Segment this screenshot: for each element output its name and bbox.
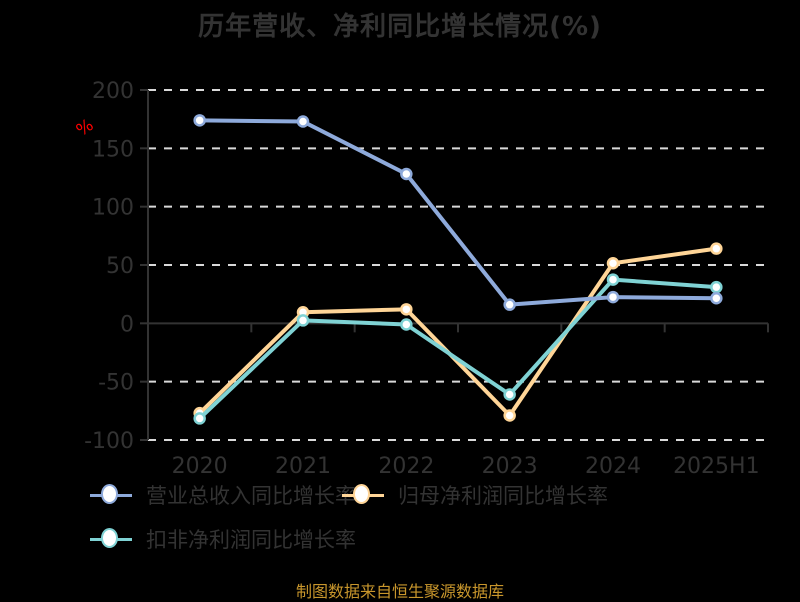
- data-point: [606, 290, 620, 304]
- y-tick-label: -100: [84, 429, 134, 454]
- data-point: [606, 273, 620, 286]
- y-tick-label: 150: [92, 137, 134, 162]
- legend-marker-icon: [342, 484, 384, 506]
- x-tick-label: 2024: [585, 454, 641, 479]
- legend-marker-icon: [90, 484, 132, 506]
- legend-item-deducted-net-profit[interactable]: 扣非净利润同比增长率: [90, 524, 356, 554]
- data-point: [503, 409, 516, 422]
- x-tick-label: 2021: [275, 454, 331, 479]
- data-point: [400, 167, 413, 181]
- y-tick-label: 50: [106, 254, 134, 279]
- data-point: [400, 303, 413, 316]
- legend-marker-icon: [90, 528, 132, 550]
- y-tick-label: 200: [92, 79, 134, 104]
- x-tick-label: 2022: [378, 454, 434, 479]
- series-line: [198, 246, 717, 418]
- x-tick-label: 2023: [482, 454, 538, 479]
- x-tick-label: 2025H1: [673, 454, 760, 479]
- y-tick-label: 0: [120, 312, 134, 337]
- legend-label: 营业总收入同比增长率: [146, 484, 356, 508]
- data-point: [296, 115, 310, 128]
- data-point: [503, 298, 516, 311]
- legend-item-net-profit[interactable]: 归母净利润同比增长率: [342, 480, 608, 510]
- y-tick-label: 100: [92, 196, 134, 221]
- data-point: [710, 280, 723, 294]
- series-line: [199, 118, 717, 307]
- legend-label: 归母净利润同比增长率: [398, 484, 608, 508]
- data-point: [400, 318, 413, 331]
- legend-label: 扣非净利润同比增长率: [146, 528, 356, 552]
- data-point: [503, 388, 516, 401]
- data-point: [710, 292, 723, 305]
- x-tick-label: 2020: [172, 454, 228, 479]
- y-tick-label: -50: [98, 371, 134, 396]
- legend-item-revenue[interactable]: 营业总收入同比增长率: [90, 480, 356, 510]
- data-point: [296, 314, 310, 327]
- data-point: [193, 412, 206, 425]
- chart-title: 历年营收、净利同比增长情况(%): [198, 12, 602, 42]
- data-point: [193, 114, 206, 127]
- series-line: [198, 277, 717, 420]
- data-point: [606, 257, 620, 270]
- data-source-note: 制图数据来自恒生聚源数据库: [295, 582, 504, 601]
- data-point: [710, 242, 723, 255]
